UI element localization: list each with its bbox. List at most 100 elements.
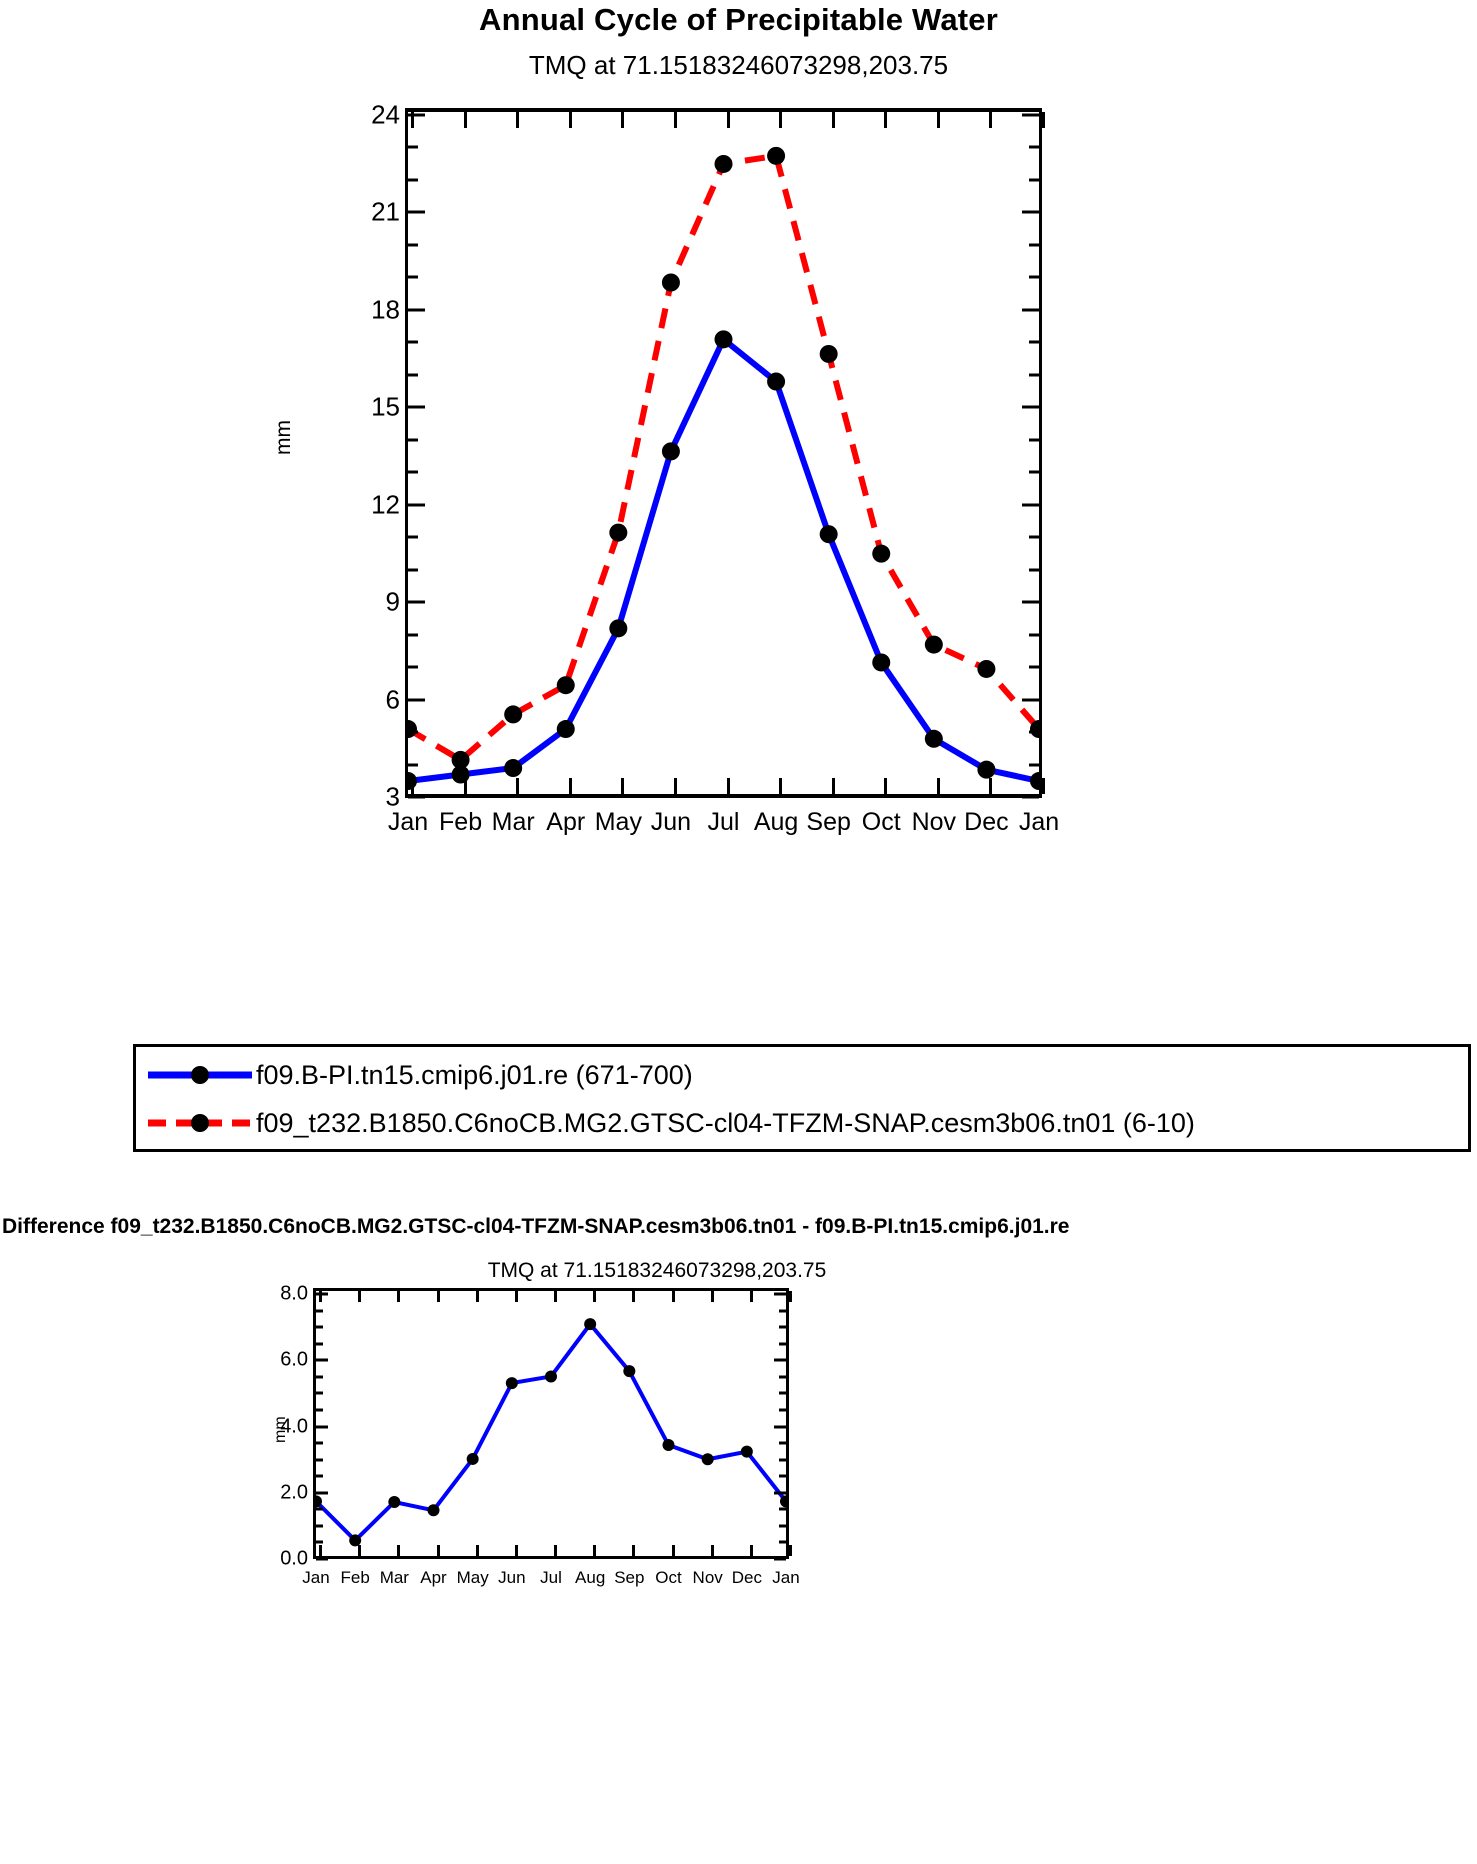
x-tick	[1042, 778, 1045, 794]
legend-label-0: f09.B-PI.tn15.cmip6.j01.re (671-700)	[256, 1059, 693, 1090]
x-axis-tick-label: Jul	[707, 808, 740, 836]
x-tick	[621, 778, 625, 794]
y-tick-major	[1022, 210, 1039, 214]
y-tick-minor	[408, 340, 418, 344]
x-tick	[1042, 112, 1045, 128]
y-tick-minor	[1029, 243, 1039, 247]
x-axis-tick-label: Jan	[302, 1568, 330, 1587]
y-tick-major	[774, 1358, 786, 1362]
y-tick-minor	[1029, 665, 1039, 669]
y-tick-minor	[1029, 438, 1039, 442]
x-tick	[726, 112, 730, 128]
y-tick-major	[774, 1557, 786, 1561]
x-tick	[475, 1291, 479, 1302]
x-tick	[319, 1291, 322, 1302]
y-tick-major	[408, 503, 425, 507]
data-point	[819, 344, 838, 363]
y-tick-major	[408, 795, 425, 799]
data-point	[584, 1318, 597, 1331]
x-axis-tick-label: Sep	[806, 808, 851, 836]
x-axis-tick-label: Apr	[420, 1568, 447, 1587]
chart-series-layer-bottom	[310, 1318, 792, 1547]
y-axis-tick-label: 3	[385, 781, 400, 812]
y-tick-major	[316, 1425, 328, 1428]
series-line-1	[408, 152, 1039, 764]
y-tick-minor	[316, 1342, 323, 1346]
chart-legend: f09.B-PI.tn15.cmip6.j01.re (671-700) f09…	[133, 1044, 1471, 1152]
y-tick-minor	[779, 1309, 786, 1313]
data-point	[609, 523, 628, 542]
x-tick	[554, 1291, 557, 1302]
x-tick	[789, 1291, 792, 1302]
y-tick-minor	[316, 1309, 323, 1313]
y-tick-minor	[316, 1507, 323, 1511]
legend-item-0[interactable]: f09.B-PI.tn15.cmip6.j01.re (671-700)	[146, 1055, 693, 1095]
x-axis-tick-label: Oct	[861, 808, 901, 836]
x-tick	[436, 1545, 440, 1556]
y-tick-minor	[779, 1375, 786, 1379]
y-tick-minor	[316, 1325, 323, 1329]
x-tick	[514, 1291, 518, 1302]
y-tick-minor	[316, 1540, 323, 1544]
y-tick-minor	[1029, 730, 1039, 734]
y-tick-minor	[1029, 373, 1039, 377]
chart-plot-area-bottom: 0.0 2.0 4.0 6.0 8.0	[280, 1283, 792, 1570]
y-tick-minor	[408, 275, 418, 279]
y-tick-minor	[779, 1342, 786, 1346]
y-tick-minor	[408, 730, 418, 734]
y-tick-minor	[1029, 275, 1039, 279]
x-axis-tick-label: Jul	[540, 1568, 562, 1587]
y-axis-tick-label: 6.0	[280, 1348, 308, 1371]
x-tick	[568, 778, 572, 794]
x-tick	[936, 778, 940, 794]
series-line-0	[314, 1320, 788, 1544]
y-tick-minor	[408, 243, 418, 247]
x-tick	[710, 1545, 714, 1556]
x-tick	[475, 1545, 479, 1556]
x-axis-tick-label: Feb	[439, 808, 483, 836]
x-tick	[671, 1291, 675, 1302]
y-tick-major	[774, 1292, 786, 1296]
y-tick-major	[408, 210, 425, 214]
y-axis-tick-label: 9	[385, 586, 400, 617]
y-tick-minor	[408, 373, 418, 377]
y-tick-major	[408, 600, 425, 604]
data-point	[609, 619, 628, 638]
y-axis-tick-label: 21	[371, 196, 400, 227]
y-tick-minor	[316, 1408, 323, 1412]
y-tick-major	[774, 1425, 786, 1428]
y-tick-minor	[1029, 178, 1039, 182]
y-tick-minor	[316, 1441, 323, 1445]
data-point	[977, 760, 996, 779]
x-axis-tick-label: Apr	[546, 808, 586, 836]
x-tick	[632, 1545, 636, 1556]
data-point	[504, 705, 523, 724]
y-axis-tick-label: 2.0	[280, 1481, 308, 1504]
x-tick	[936, 112, 940, 128]
y-tick-minor	[779, 1325, 786, 1329]
x-axis-tick-label: Nov	[692, 1568, 723, 1587]
x-axis-tick-label: Dec	[731, 1568, 762, 1587]
chart-series-layer-top	[408, 146, 1039, 791]
x-tick	[726, 778, 730, 794]
y-tick-major	[1022, 113, 1039, 117]
y-tick-major	[1022, 503, 1039, 507]
y-tick-minor	[408, 568, 418, 572]
y-tick-major	[408, 405, 425, 409]
y-tick-minor	[1029, 568, 1039, 572]
legend-item-1[interactable]: f09_t232.B1850.C6noCB.MG2.GTSC-cl04-TFZM…	[146, 1103, 1195, 1143]
y-tick-minor	[779, 1458, 786, 1462]
y-tick-major	[1022, 405, 1039, 409]
y-tick-minor	[408, 665, 418, 669]
y-axis-tick-label: 12	[371, 489, 400, 520]
y-tick-minor	[316, 1474, 323, 1478]
x-axis-tick-label: Nov	[911, 808, 957, 836]
y-tick-minor	[779, 1391, 786, 1395]
x-tick	[463, 778, 467, 794]
x-axis-tick-label: Jun	[650, 808, 692, 836]
y-tick-major	[408, 308, 425, 312]
y-tick-minor	[408, 178, 418, 182]
x-tick	[831, 112, 835, 128]
y-tick-minor	[408, 438, 418, 442]
x-tick	[632, 1291, 636, 1302]
